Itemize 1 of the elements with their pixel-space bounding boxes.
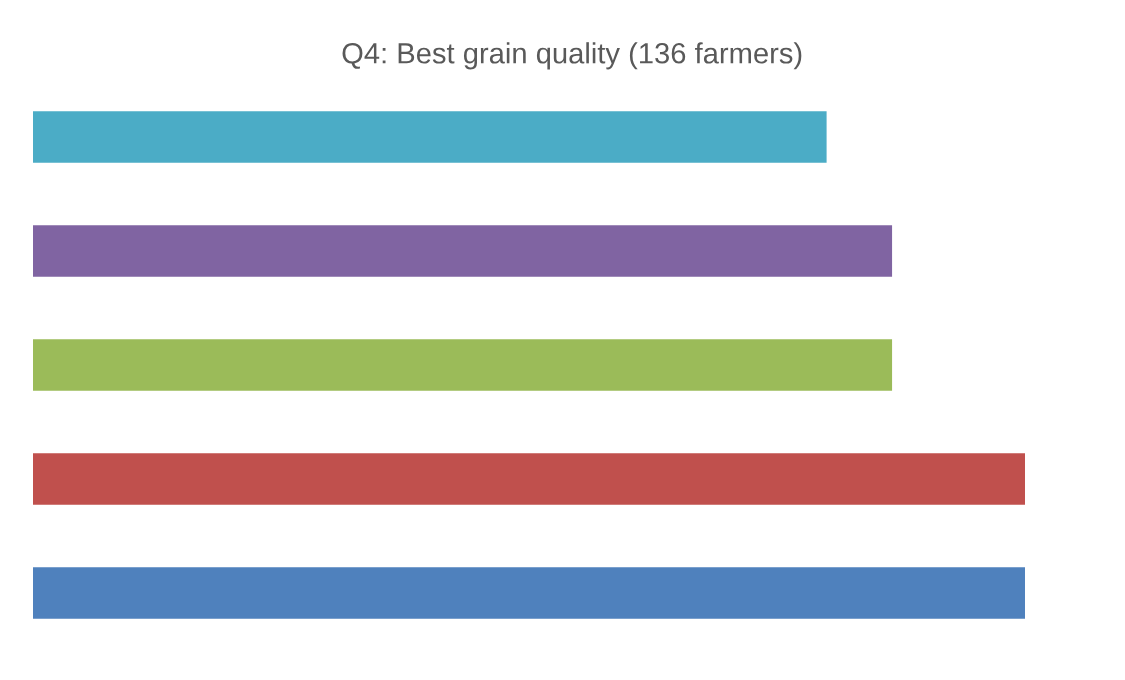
chart-title: Q4: Best grain quality (136 farmers) <box>342 42 802 70</box>
